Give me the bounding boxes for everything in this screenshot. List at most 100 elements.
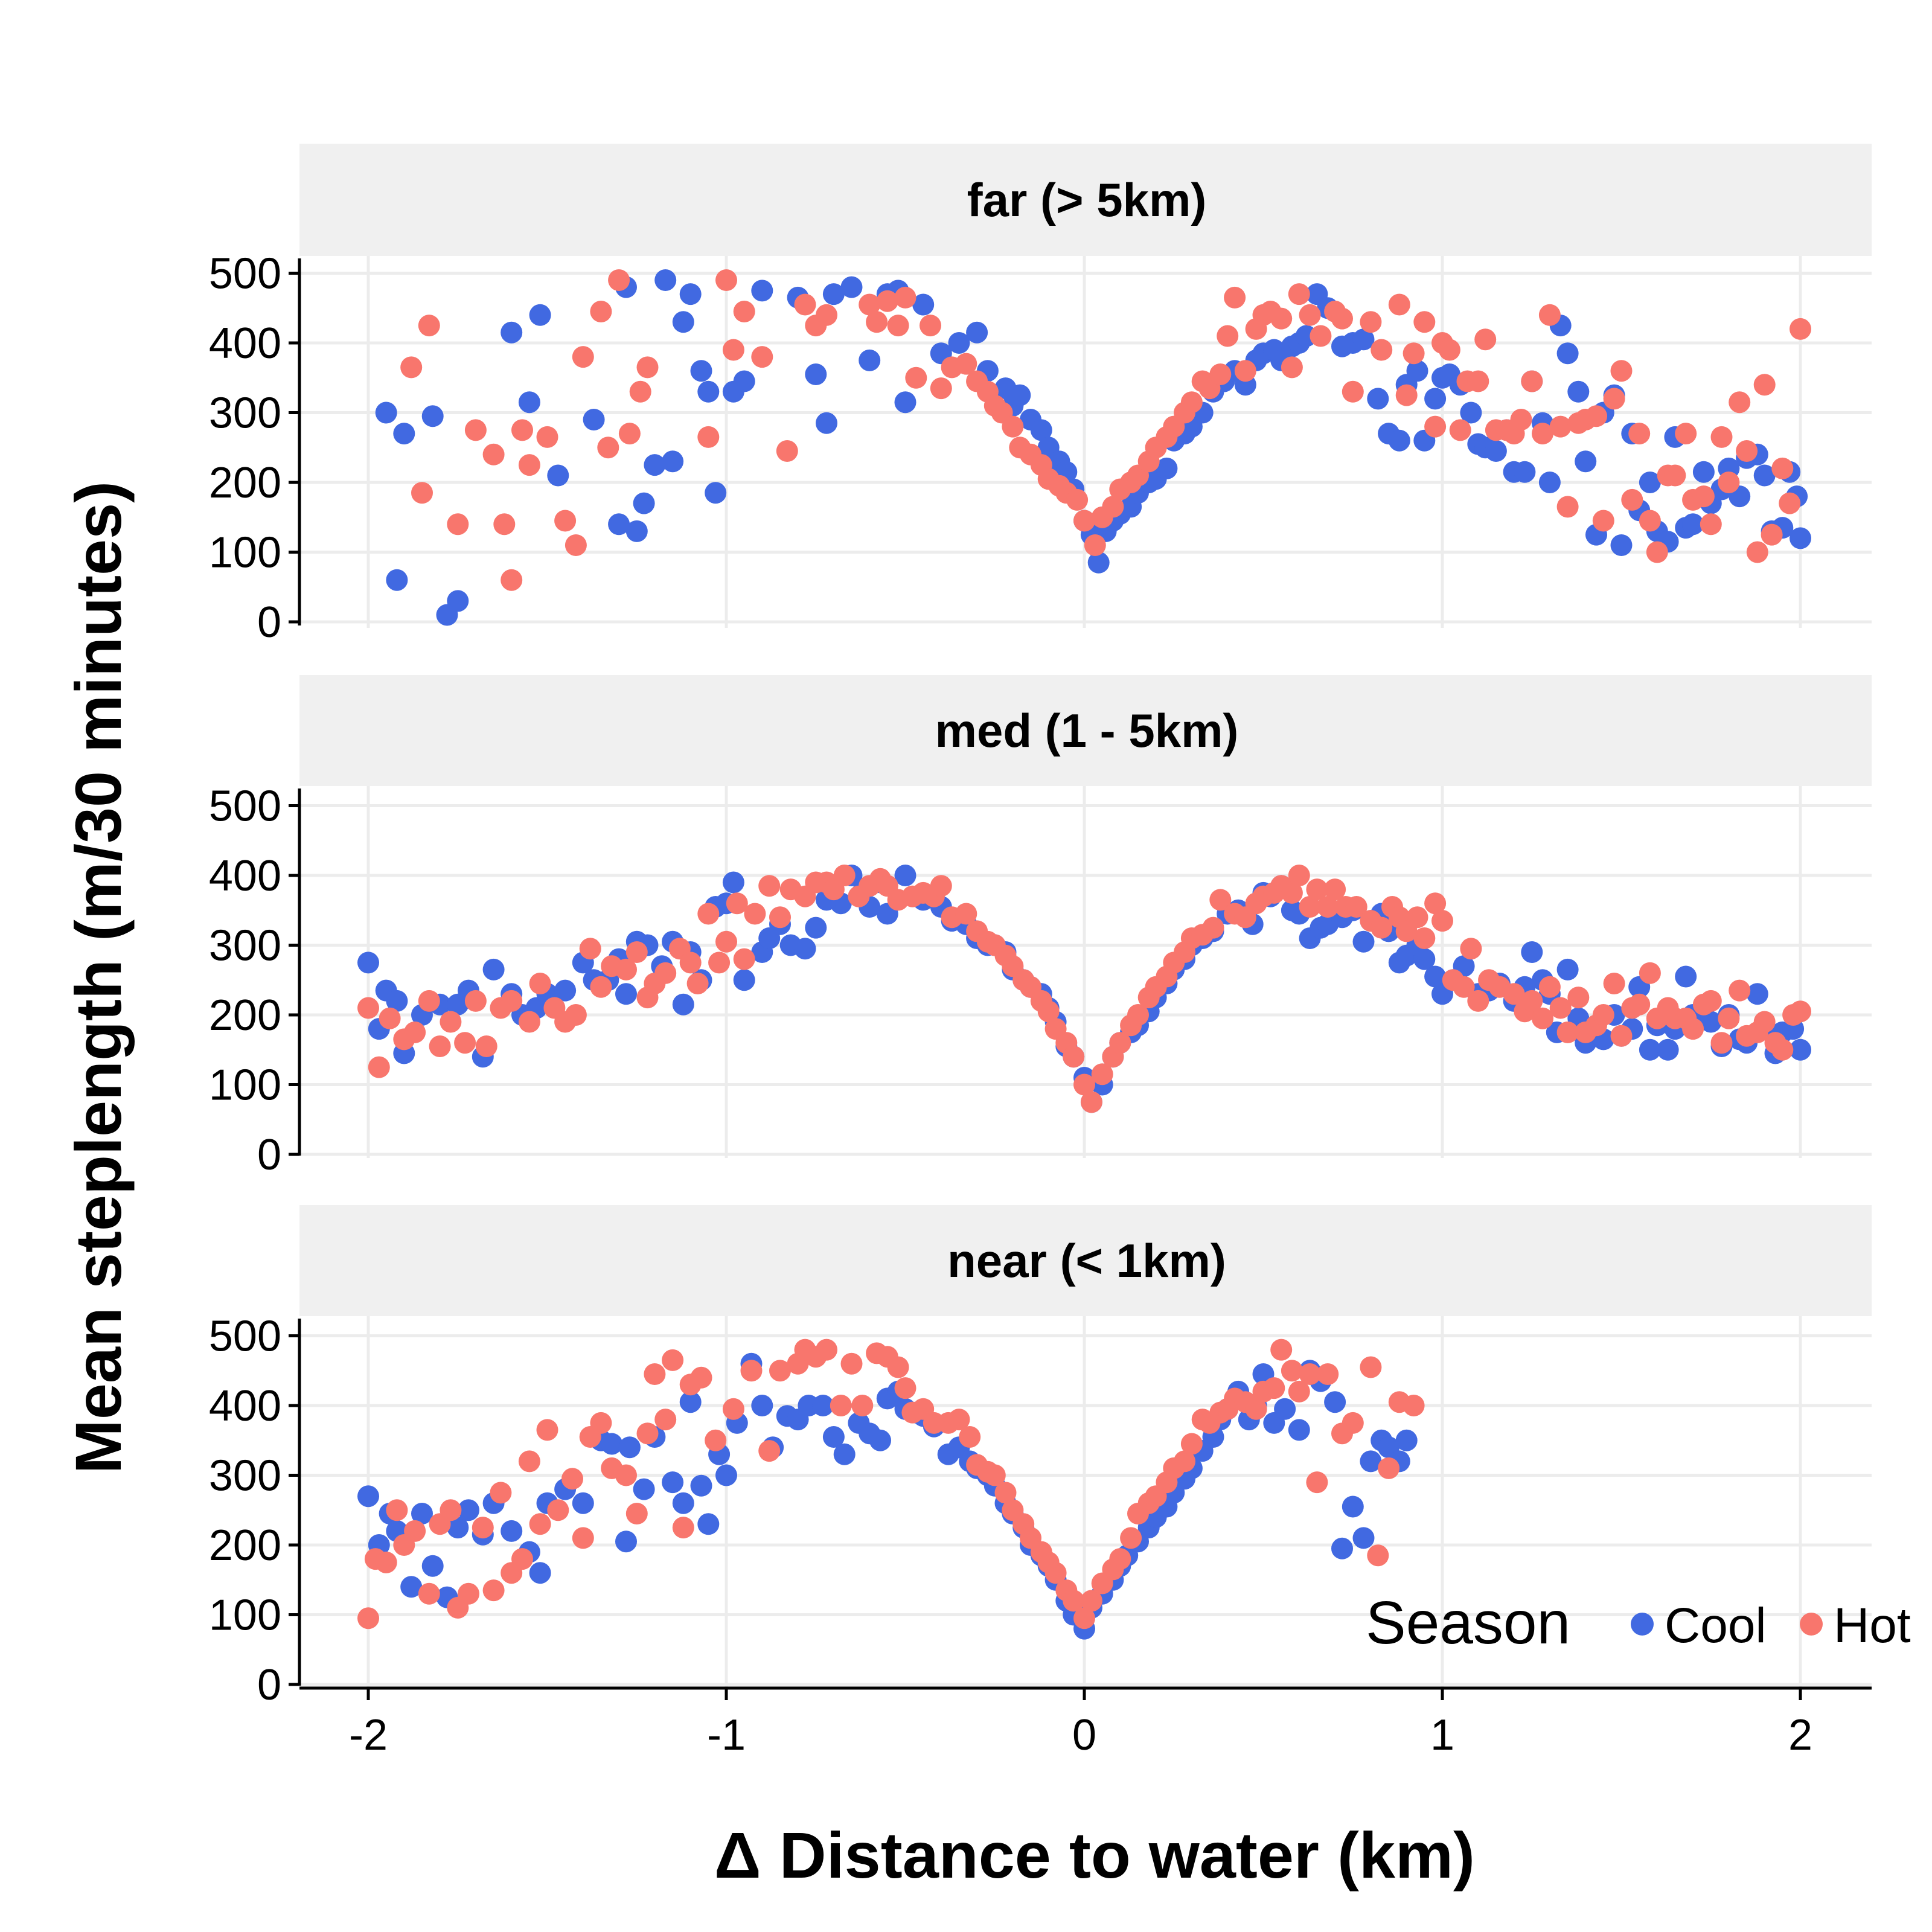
legend: Season Cool Hot [1366,1589,1911,1657]
data-point-cool [1009,384,1031,406]
data-point-hot [1217,325,1239,347]
data-point-hot [475,1035,497,1057]
data-point-hot [1288,283,1310,305]
data-point-cool [1657,1038,1679,1061]
x-tick-label: 0 [1072,1711,1096,1759]
data-point-cool [1406,360,1428,382]
data-point-hot [1592,1004,1614,1026]
data-point-cool [822,283,845,305]
data-point-cool [1413,948,1436,970]
data-point-hot [379,1007,401,1029]
data-point-cool [1395,1429,1418,1451]
data-point-hot [1413,311,1436,333]
data-point-hot [429,1035,451,1057]
data-point-cool [633,492,655,514]
data-point-cool [722,871,744,894]
data-point-hot [618,423,641,445]
data-point-hot [636,356,659,379]
x-axis: -2 -1 0 1 2 [299,1686,1872,1759]
data-point-cool [840,276,863,298]
data-point-cool [869,1429,891,1451]
data-point-hot [1700,990,1722,1012]
data-point-cool [411,1503,433,1524]
data-point-hot [1460,938,1482,960]
data-point-hot [511,419,533,441]
data-point-hot [1388,293,1410,316]
data-point-hot [733,948,755,970]
data-point-hot [1675,423,1697,445]
data-point-hot [1403,342,1425,365]
data-point-hot [1037,1000,1060,1023]
data-point-cool [615,983,637,1005]
data-point-cool [715,1464,737,1486]
data-point-hot [597,437,619,459]
data-point-cool [662,1471,684,1494]
x-tick-label: -2 [349,1711,388,1759]
data-point-cool [733,370,755,392]
data-point-hot [464,419,487,441]
data-point-hot [1603,973,1625,994]
data-point-hot [501,569,523,591]
data-point-cool [393,423,415,445]
panel-strip-label-1: med (1 - 5km) [935,704,1239,757]
data-point-hot [625,941,648,963]
data-point-cool [1460,401,1482,424]
y-tick-label: 300 [209,389,281,438]
data-point-hot [625,1503,648,1524]
data-point-hot [1234,360,1256,382]
data-point-hot [955,353,977,375]
data-point-hot [1532,1007,1553,1029]
data-point-cool [1639,472,1661,493]
data-point-hot [400,356,423,379]
data-point-hot [1270,307,1293,330]
data-point-hot [368,1056,390,1078]
data-point-hot [776,440,798,462]
data-point-hot [1080,1590,1102,1612]
data-point-hot [1406,906,1428,929]
data-point-hot [1692,485,1715,508]
data-point-hot [482,1579,505,1602]
data-point-cool [1331,1537,1353,1559]
legend-label-cool: Cool [1665,1598,1767,1653]
data-point-hot [1342,380,1364,403]
data-point-hot [851,1395,874,1416]
data-point-hot [386,1499,408,1521]
data-point-hot [1431,910,1453,932]
data-point-hot [1567,987,1590,1009]
data-point-hot [536,1419,558,1441]
data-point-hot [404,1520,426,1542]
data-point-cool [1424,388,1447,410]
data-point-cool [1556,958,1579,980]
data-point-hot [1438,339,1460,361]
data-point-cool [554,979,577,1002]
data-point-hot [644,1363,666,1385]
data-point-cool [1030,419,1052,441]
data-point-hot [1073,1607,1095,1630]
panel-1: med (1 - 5km) 0 100 200 300 400 500 [209,675,1872,1179]
data-point-hot [536,426,558,448]
data-point-cool [662,450,684,473]
data-point-cool [672,1492,694,1514]
data-point-hot [1710,426,1733,448]
data-point-hot [1120,1527,1142,1549]
data-point-cool [1352,1527,1375,1549]
data-point-cool [794,938,816,960]
data-point-hot [758,1440,781,1462]
data-point-cool [400,1576,423,1598]
y-tick-label: 200 [209,459,281,507]
data-point-hot [1532,423,1553,445]
data-point-hot [490,1482,512,1504]
series-hot-2 [357,1339,1425,1630]
data-point-hot [1700,513,1722,536]
data-point-cool [697,380,720,403]
data-point-hot [1718,1007,1740,1029]
data-point-hot [794,293,816,316]
data-point-hot [590,301,612,322]
data-point-cool [529,304,551,326]
data-point-hot [1628,993,1651,1016]
data-point-hot [866,311,888,333]
data-point-cool [833,1443,856,1465]
data-point-hot [920,315,941,337]
data-point-cool [608,513,630,536]
data-point-cool [1367,388,1389,410]
